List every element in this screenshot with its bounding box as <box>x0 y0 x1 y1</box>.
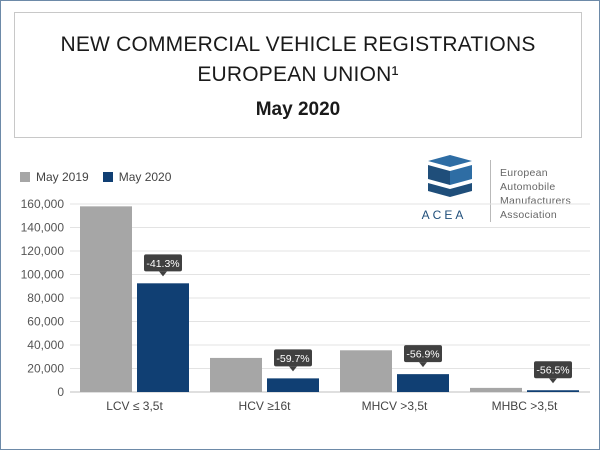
legend-swatch-2020 <box>102 172 113 182</box>
bar-2020 <box>267 378 319 392</box>
y-tick-label: 80,000 <box>27 291 64 305</box>
change-label-box <box>144 254 182 272</box>
x-tick-label: MHBC >3,5t <box>492 399 558 413</box>
legend-item-2019: May 2019 <box>20 170 89 184</box>
y-tick-label: 100,000 <box>21 268 65 282</box>
bar-2020 <box>137 283 189 392</box>
logo-text-line: Automobile <box>500 181 556 193</box>
title-box: NEW COMMERCIAL VEHICLE REGISTRATIONS EUR… <box>14 12 582 138</box>
change-label-box <box>274 349 312 367</box>
y-tick-label: 120,000 <box>21 244 65 258</box>
bar-chart: 0 20,000 40,000 60,000 80,000 100,000 120,000 1… <box>21 197 590 413</box>
change-label-box <box>404 345 442 363</box>
change-label-box <box>534 361 572 379</box>
legend-label-2019: May 2019 <box>36 170 89 184</box>
y-tick-label: 140,000 <box>21 221 65 235</box>
logo-divider <box>490 160 491 222</box>
y-tick-label: 160,000 <box>21 197 65 211</box>
x-tick-label: HCV ≥16t <box>239 399 292 413</box>
x-tick-label: MHCV >3,5t <box>362 399 428 413</box>
x-tick-label: LCV ≤ 3,5t <box>106 399 163 413</box>
logo-name: ACEA <box>421 208 467 222</box>
change-label: -56.5% <box>536 365 569 377</box>
change-label-pointer <box>289 366 297 372</box>
bar-2020 <box>527 390 579 392</box>
legend-item-2020: May 2020 <box>102 170 172 184</box>
y-tick-label: 60,000 <box>27 315 64 329</box>
bar-2019 <box>80 206 132 392</box>
change-label: -59.7% <box>276 353 309 365</box>
legend-swatch-2019 <box>20 172 30 182</box>
bar-2020 <box>397 374 449 392</box>
bar-2019 <box>470 387 522 392</box>
y-tick-label: 20,000 <box>27 362 64 376</box>
change-label: -56.9% <box>406 349 439 361</box>
legend-label-2020: May 2020 <box>118 170 172 184</box>
bar-2019 <box>210 357 262 392</box>
logo-text-line: Association <box>500 209 557 221</box>
bar-2019 <box>340 350 392 392</box>
chart-period: May 2020 <box>255 99 341 120</box>
legend: May 2019 May 2020 <box>20 170 185 184</box>
change-label-pointer <box>419 362 427 368</box>
change-label-pointer <box>159 271 167 277</box>
change-label: -41.3% <box>146 258 179 270</box>
y-tick-label: 0 <box>57 385 64 399</box>
y-tick-label: 40,000 <box>27 338 64 352</box>
acea-logo-icon <box>428 155 472 197</box>
change-label-pointer <box>549 378 557 384</box>
chart-subtitle: EUROPEAN UNION¹ <box>197 63 399 86</box>
logo-text-line: European <box>500 167 548 179</box>
chart-title: NEW COMMERCIAL VEHICLE REGISTRATIONS <box>60 33 536 56</box>
